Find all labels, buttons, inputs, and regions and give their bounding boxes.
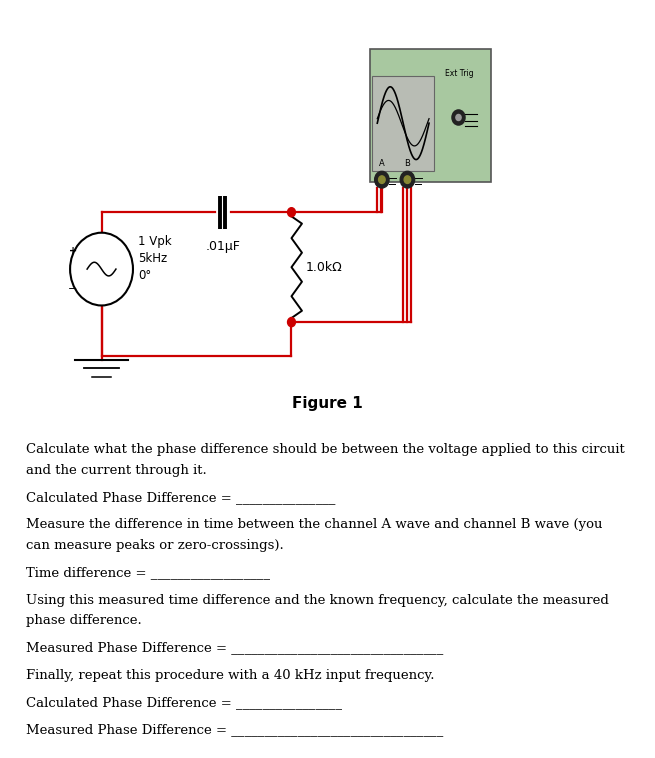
Text: B: B xyxy=(405,159,410,168)
Circle shape xyxy=(70,233,133,305)
Circle shape xyxy=(288,318,295,327)
Text: Measured Phase Difference = ________________________________: Measured Phase Difference = ____________… xyxy=(26,641,443,654)
Text: .01μF: .01μF xyxy=(205,240,240,253)
Text: Calculated Phase Difference = ________________: Calculated Phase Difference = __________… xyxy=(26,696,342,709)
Text: and the current through it.: and the current through it. xyxy=(26,464,207,477)
Text: A: A xyxy=(379,159,384,168)
Text: 1.0kΩ: 1.0kΩ xyxy=(306,261,343,274)
Text: Using this measured time difference and the known frequency, calculate the measu: Using this measured time difference and … xyxy=(26,594,609,606)
Circle shape xyxy=(456,114,461,121)
Circle shape xyxy=(379,176,385,183)
Circle shape xyxy=(404,176,411,183)
Text: +: + xyxy=(69,246,77,256)
Text: phase difference.: phase difference. xyxy=(26,614,142,627)
Text: Measure the difference in time between the channel A wave and channel B wave (yo: Measure the difference in time between t… xyxy=(26,518,603,531)
Circle shape xyxy=(452,110,465,125)
Text: Calculate what the phase difference should be between the voltage applied to thi: Calculate what the phase difference shou… xyxy=(26,443,625,456)
Text: 1 Vpk
5kHz
0°: 1 Vpk 5kHz 0° xyxy=(138,235,172,282)
Text: Calculated Phase Difference = _______________: Calculated Phase Difference = __________… xyxy=(26,491,335,504)
Text: Time difference = __________________: Time difference = __________________ xyxy=(26,566,271,579)
Text: Ext Trig: Ext Trig xyxy=(445,69,474,77)
Text: Finally, repeat this procedure with a 40 kHz input frequency.: Finally, repeat this procedure with a 40… xyxy=(26,669,435,681)
Circle shape xyxy=(375,171,389,188)
Text: Measured Phase Difference = ________________________________: Measured Phase Difference = ____________… xyxy=(26,723,443,736)
Text: Figure 1: Figure 1 xyxy=(292,396,363,411)
Text: can measure peaks or zero-crossings).: can measure peaks or zero-crossings). xyxy=(26,539,284,552)
Bar xyxy=(370,49,491,182)
Bar xyxy=(372,76,434,171)
Circle shape xyxy=(288,208,295,217)
Text: −: − xyxy=(68,284,77,294)
Circle shape xyxy=(400,171,415,188)
